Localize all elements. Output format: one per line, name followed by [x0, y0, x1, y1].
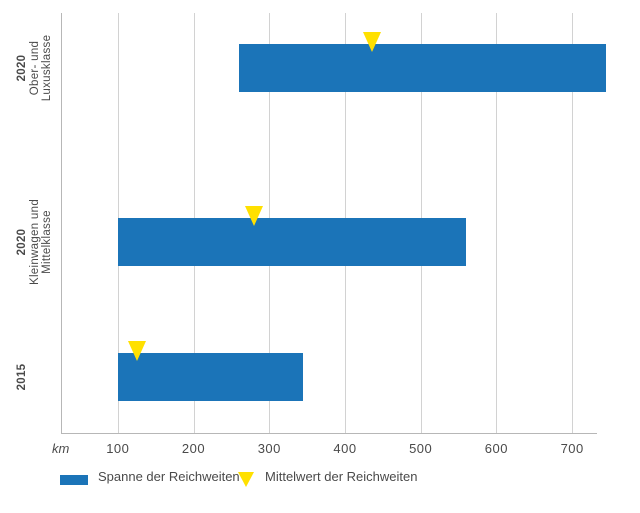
x-tick-700: 700 [560, 441, 584, 456]
y-axis-category-label: 2020 Ober- und Luxusklasse [16, 0, 54, 143]
x-tick-400: 400 [333, 441, 357, 456]
mean-marker-icon [362, 32, 381, 52]
legend-label-range-span: Spanne der Reichweiten [98, 469, 240, 484]
gridline-600 [496, 13, 498, 433]
x-tick-500: 500 [409, 441, 433, 456]
category-year: 2015 [16, 363, 28, 391]
mean-marker-icon [245, 206, 264, 226]
category-year: 2020 [16, 54, 28, 82]
x-tick-300: 300 [257, 441, 281, 456]
range-span-swatch-icon [60, 475, 88, 485]
category-year: 2020 [16, 228, 28, 256]
category-class-line: Kleinwagen und [28, 198, 41, 286]
range-bar [239, 44, 607, 92]
category-class-line: Luxusklasse [41, 34, 53, 102]
x-axis-line [61, 433, 597, 434]
range-bar [117, 218, 467, 266]
range-bar [117, 353, 304, 401]
x-axis-unit-label: km [52, 441, 70, 456]
category-class-line: Ober- und [28, 40, 41, 96]
y-axis-category-label: 2020 Kleinwagen und Mittelklasse [16, 167, 54, 317]
x-tick-100: 100 [106, 441, 130, 456]
x-tick-200: 200 [181, 441, 206, 456]
x-tick-600: 600 [484, 441, 508, 456]
legend-label-mean: Mittelwert der Reichweiten [265, 469, 418, 484]
y-axis-category-label: 2015 [16, 302, 29, 452]
gridline-700 [572, 13, 574, 433]
mean-marker-swatch-icon [238, 472, 254, 487]
mean-marker-icon [127, 341, 146, 361]
y-axis-line [61, 13, 62, 433]
category-class-line: Mittelklasse [41, 210, 53, 274]
